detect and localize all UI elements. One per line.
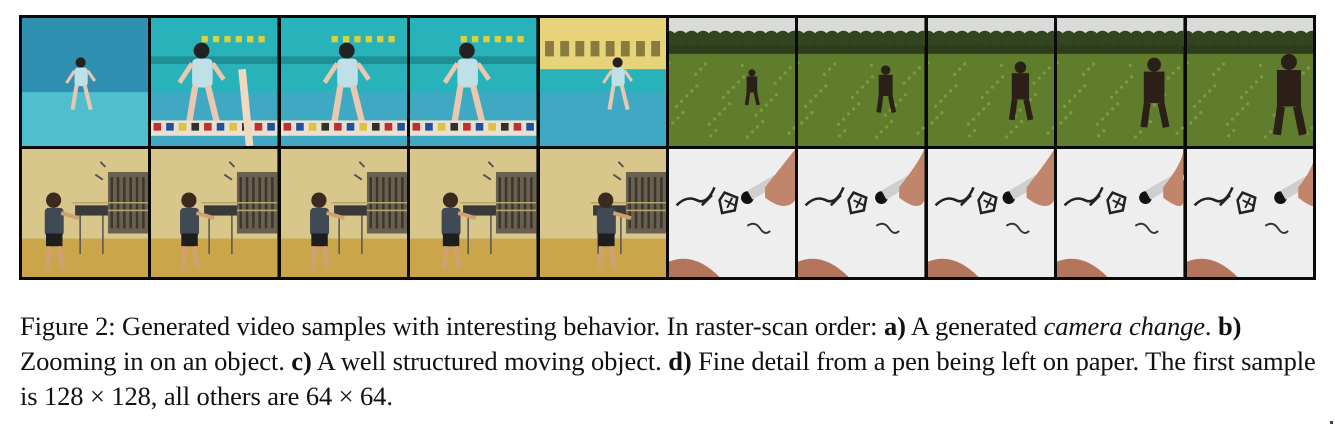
frame-b-3 [927, 18, 1055, 146]
frame-image-a-3 [280, 18, 408, 146]
frame-d-2 [798, 149, 925, 277]
frame-image-a-4 [410, 18, 537, 146]
frame-image-a-2 [151, 18, 278, 146]
frame-image-c-2 [151, 149, 278, 277]
frame-b-2 [798, 18, 925, 146]
frame-c-5 [539, 149, 666, 277]
caption-text-a1: A generated [905, 311, 1044, 341]
frame-a-1 [22, 18, 149, 146]
frame-image-c-3 [280, 149, 408, 277]
frame-image-c-1 [22, 149, 149, 277]
frame-image-a-1 [22, 18, 149, 146]
frame-c-3 [280, 149, 408, 277]
caption-label-b: b) [1217, 311, 1242, 341]
frame-image-d-3 [927, 149, 1055, 277]
frame-a-3 [280, 18, 408, 146]
frame-image-d-2 [798, 149, 925, 277]
frame-image-b-3 [927, 18, 1055, 146]
frame-image-b-5 [1186, 18, 1313, 146]
frame-image-c-4 [410, 149, 537, 277]
frame-c-1 [22, 149, 149, 277]
caption-text-d: Fine detail from a pen being left on pap… [20, 346, 1316, 411]
video-samples-figure [19, 15, 1316, 280]
frame-image-b-4 [1057, 18, 1184, 146]
caption-text-b: Zooming in on an object. [20, 346, 292, 376]
frame-c-2 [151, 149, 278, 277]
caption-label-c: c) [291, 346, 312, 376]
frame-image-d-1 [669, 149, 796, 277]
frame-d-1 [669, 149, 796, 277]
frame-d-5 [1186, 149, 1313, 277]
caption-prefix: Figure 2: Generated video samples with i… [20, 311, 884, 341]
caption-label-d: d) [668, 346, 692, 376]
figure-caption: Figure 2: Generated video samples with i… [20, 309, 1320, 414]
frame-a-5 [539, 18, 666, 146]
frame-a-4 [410, 18, 537, 146]
frame-image-c-5 [539, 149, 666, 277]
caption-text-a-italic: camera change [1043, 311, 1205, 341]
frame-a-2 [151, 18, 278, 146]
frame-image-a-5 [539, 18, 666, 146]
frame-c-4 [410, 149, 537, 277]
page-mark [1330, 421, 1333, 424]
frame-b-5 [1186, 18, 1313, 146]
caption-label-a: a) [883, 311, 906, 341]
caption-text-c: A well structured moving object. [311, 346, 669, 376]
frame-b-1 [669, 18, 796, 146]
caption-text-a2: . [1204, 311, 1218, 341]
frame-image-b-2 [798, 18, 925, 146]
sample-grid [19, 15, 1316, 280]
frame-image-b-1 [669, 18, 796, 146]
frame-image-d-4 [1057, 149, 1184, 277]
frame-b-4 [1057, 18, 1184, 146]
frame-d-3 [927, 149, 1055, 277]
frame-image-d-5 [1186, 149, 1313, 277]
frame-d-4 [1057, 149, 1184, 277]
